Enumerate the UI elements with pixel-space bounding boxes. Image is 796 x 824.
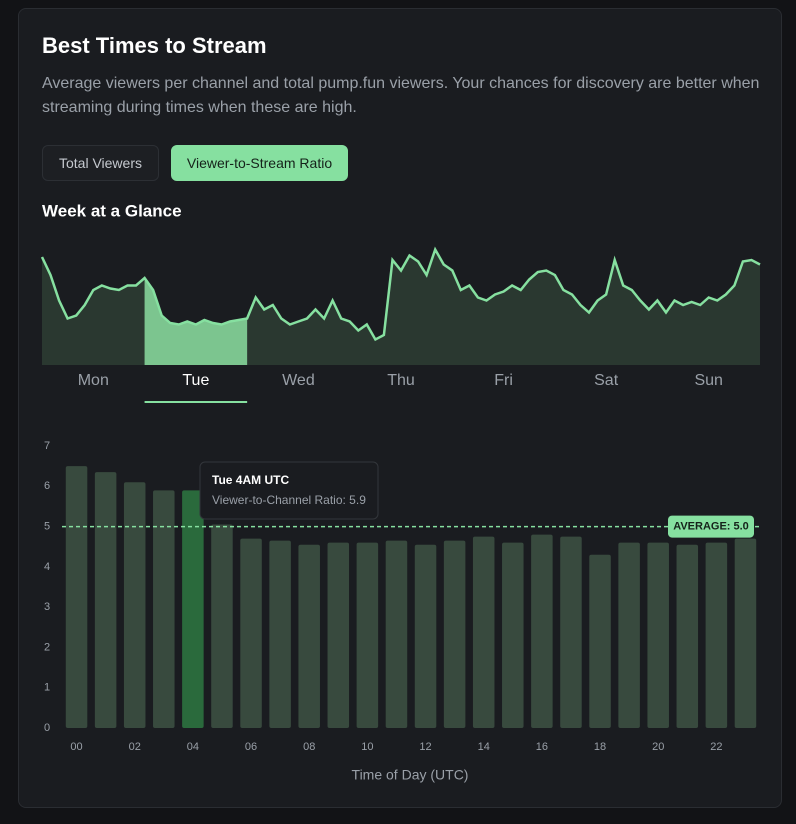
y-tick-label: 7 <box>44 440 50 452</box>
average-badge <box>668 515 754 538</box>
bar <box>211 524 233 728</box>
x-tick-label: 00 <box>70 741 82 753</box>
tooltip-text: Viewer-to-Channel Ratio: 5.9 <box>212 493 366 507</box>
x-tick-label: 22 <box>710 741 722 753</box>
section-title: Week at a Glance <box>42 201 182 220</box>
y-tick-label: 6 <box>44 480 50 492</box>
bar <box>560 536 582 728</box>
x-tick-label: 08 <box>303 741 315 753</box>
x-tick-label: 18 <box>594 741 606 753</box>
x-tick-label: 02 <box>129 741 141 753</box>
description: Average viewers per channel and total pu… <box>42 75 760 116</box>
bar <box>618 542 640 728</box>
x-tick-label: 10 <box>361 741 373 753</box>
bar <box>502 542 524 728</box>
tab[interactable]: Viewer-to-Stream Ratio <box>171 145 348 181</box>
day-underline <box>144 401 248 403</box>
x-tick-label: 16 <box>536 741 548 753</box>
bar <box>531 534 553 728</box>
bar <box>298 544 320 728</box>
bar <box>182 490 204 728</box>
bar <box>65 466 88 728</box>
bar <box>123 482 146 728</box>
bar <box>356 542 379 728</box>
bar <box>153 490 175 728</box>
area-selected <box>144 278 248 365</box>
day-tab[interactable]: Sun <box>694 372 722 389</box>
bar <box>414 544 437 728</box>
bar <box>589 554 611 728</box>
bar <box>647 542 669 728</box>
y-tick-label: 5 <box>44 520 50 532</box>
bar <box>472 536 495 728</box>
y-tick-label: 3 <box>44 601 50 613</box>
bar <box>443 540 466 728</box>
day-tab[interactable]: Wed <box>282 372 315 389</box>
average-label: AVERAGE: 5.0 <box>673 520 749 532</box>
x-tick-label: 12 <box>419 741 431 753</box>
bar <box>240 538 262 728</box>
x-tick-label: 20 <box>652 741 664 753</box>
day-tab[interactable]: Tue <box>182 372 209 389</box>
x-axis-title: Time of Day (UTC) <box>352 767 469 783</box>
day-tab[interactable]: Mon <box>78 372 109 389</box>
x-tick-label: 04 <box>187 741 199 753</box>
day-tab[interactable]: Thu <box>387 372 415 389</box>
y-tick-label: 0 <box>44 722 50 734</box>
bar <box>676 544 699 728</box>
y-tick-label: 4 <box>44 561 50 573</box>
x-tick-label: 14 <box>478 741 490 753</box>
bar <box>269 540 291 728</box>
bar <box>94 472 117 728</box>
tooltip <box>199 461 379 520</box>
line <box>40 246 761 342</box>
bar <box>327 542 350 728</box>
title: Best Times to Stream <box>42 33 267 58</box>
y-tick-label: 2 <box>44 641 50 653</box>
day-tab[interactable]: Sat <box>594 372 619 389</box>
bar <box>705 542 728 728</box>
tab[interactable]: Total Viewers <box>42 145 159 181</box>
bar <box>385 540 408 728</box>
x-tick-label: 06 <box>245 741 257 753</box>
tooltip-title: Tue 4AM UTC <box>212 473 289 487</box>
day-tab[interactable]: Fri <box>494 372 513 389</box>
y-tick-label: 1 <box>44 682 50 694</box>
bar <box>734 538 757 728</box>
